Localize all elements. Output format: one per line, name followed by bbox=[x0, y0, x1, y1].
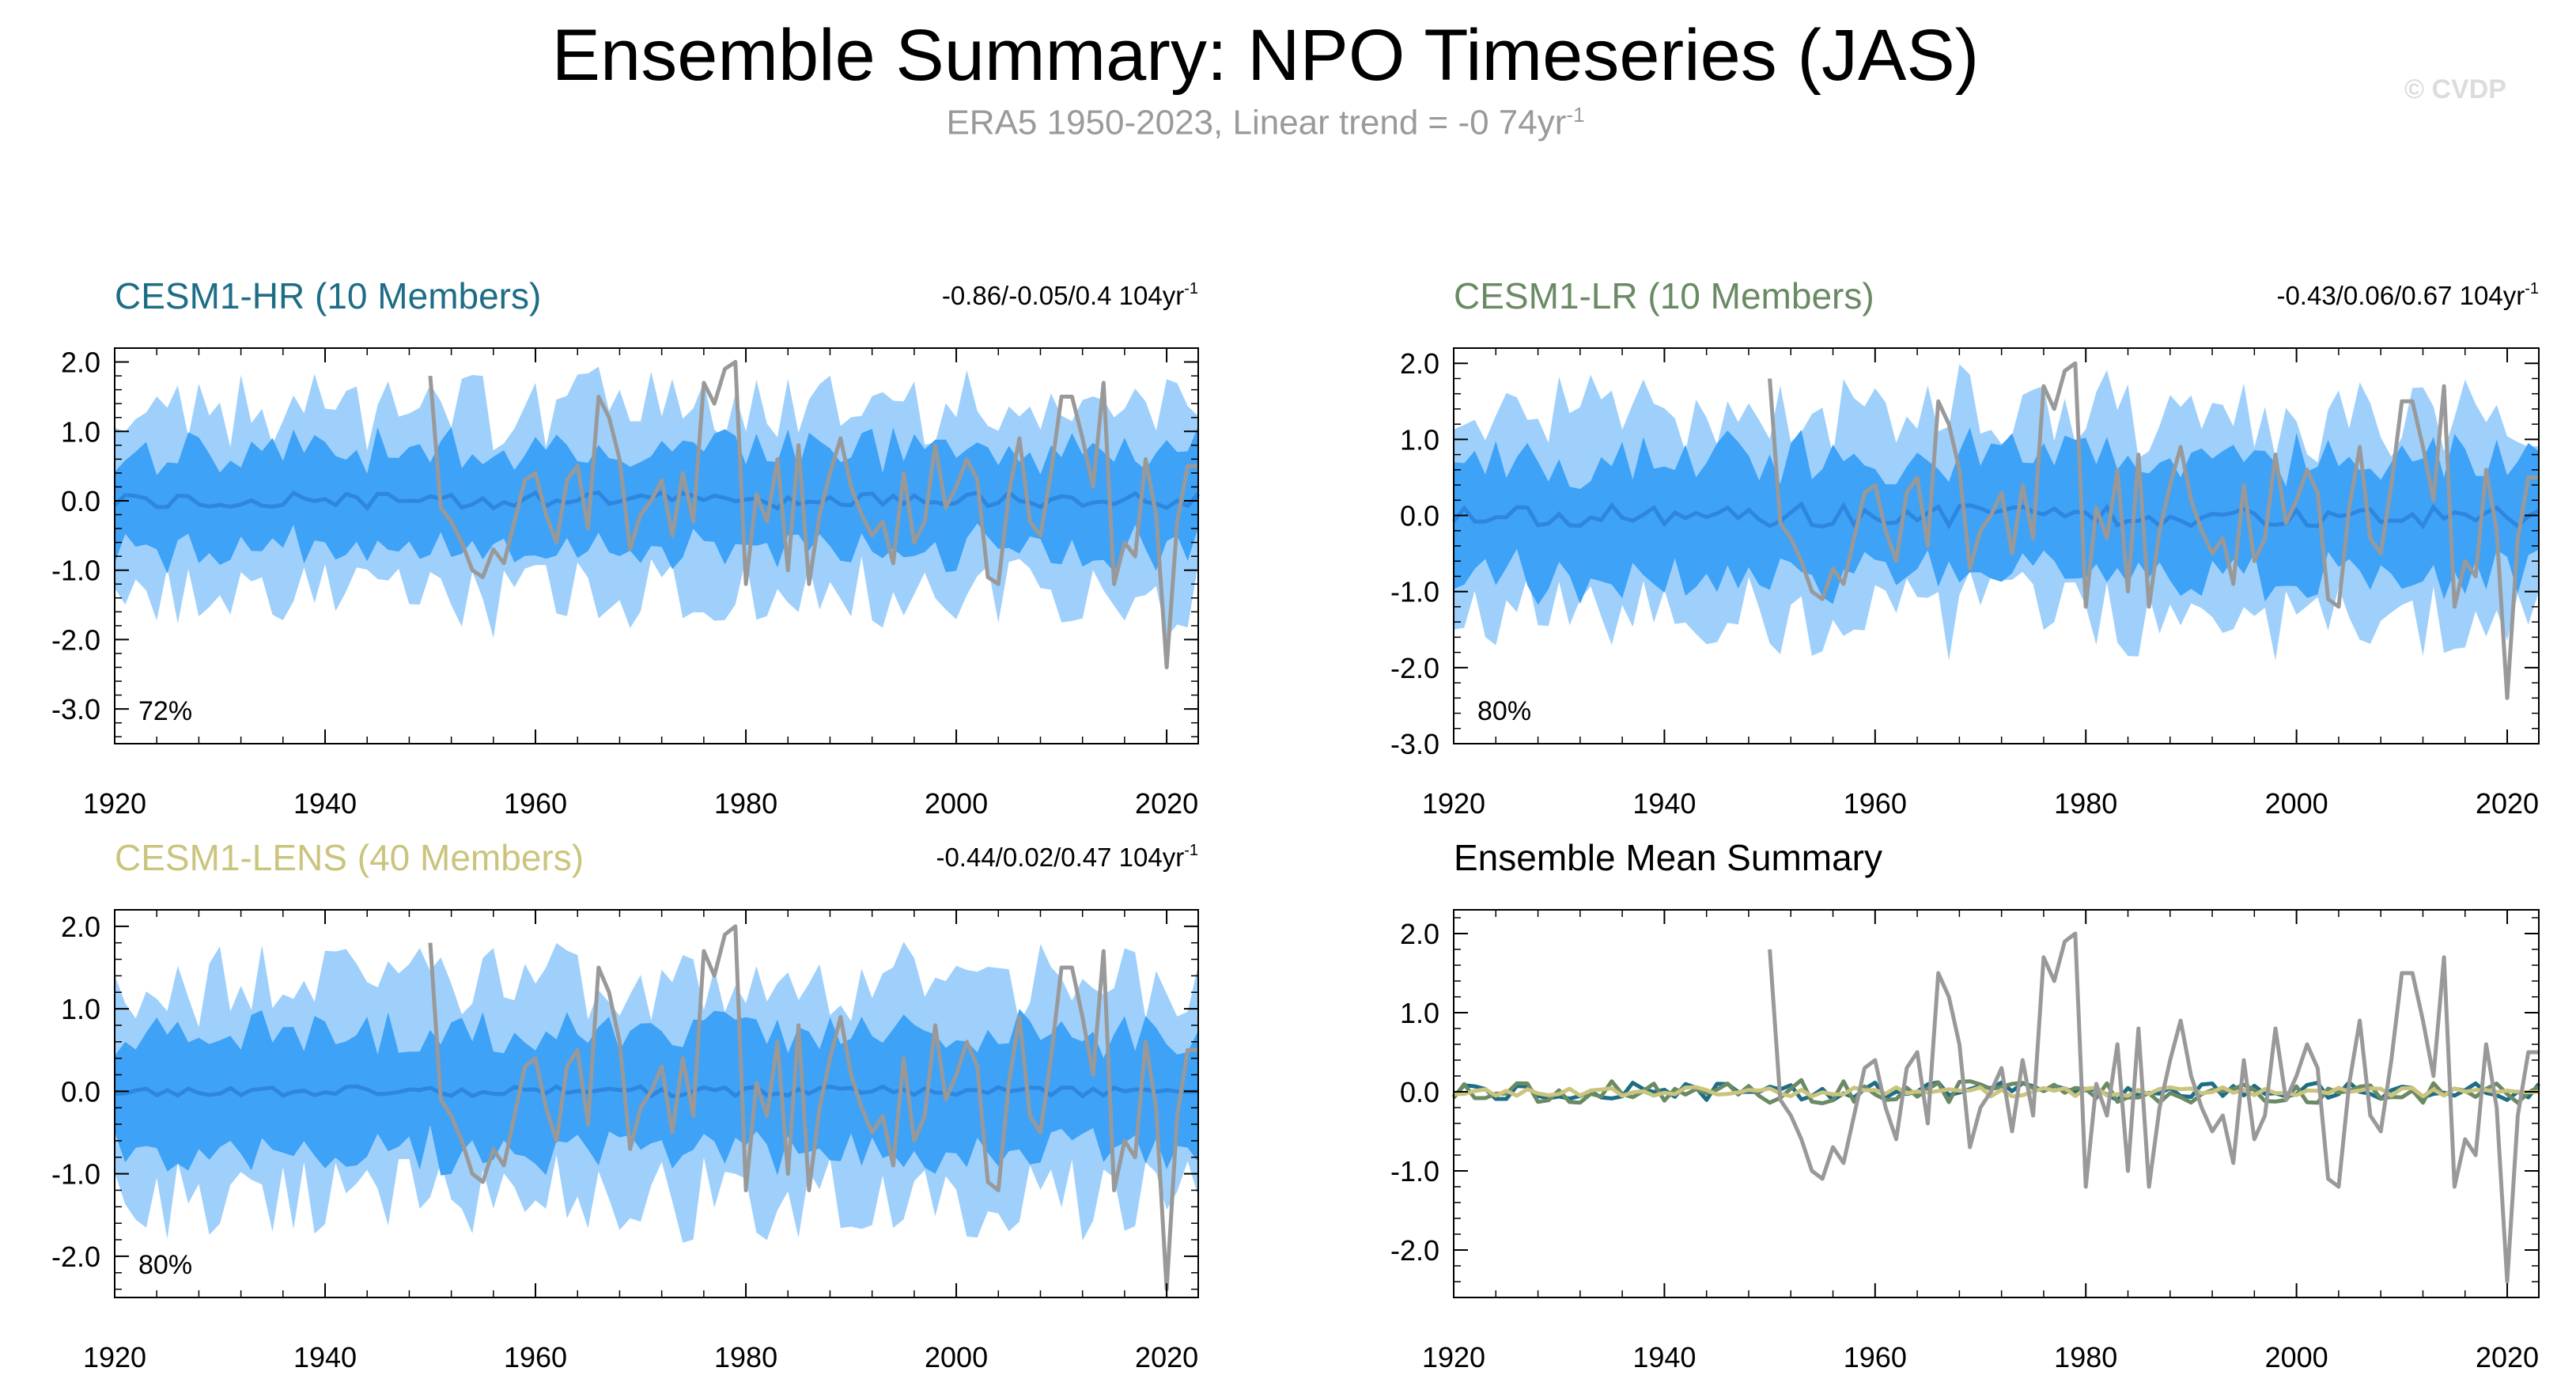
lr-xtick-label: 2000 bbox=[2265, 787, 2328, 820]
hr-xtick-label: 1960 bbox=[504, 787, 567, 820]
lr-ytick-label: 2.0 bbox=[1400, 347, 1439, 380]
lr-xtick-label: 1960 bbox=[1844, 787, 1907, 820]
cvdp-watermark: © CVDP bbox=[2404, 74, 2506, 104]
lr-ensemble-mean-line bbox=[1452, 501, 2540, 530]
lr-percent-label: 80% bbox=[1477, 696, 1531, 726]
hr-plot-frame bbox=[114, 347, 1199, 744]
hr-xtick-label: 1940 bbox=[293, 787, 357, 820]
hr-percent-label: 72% bbox=[138, 696, 192, 726]
lr-axes: 2.0 1.0 0.0 -1.0 -2.0 -3.0 1920 1940 1960 1980 200… bbox=[1390, 347, 2540, 820]
lr-xtick-label: 1920 bbox=[1422, 787, 1485, 820]
summary-xtick-label: 2020 bbox=[2476, 1341, 2539, 1373]
lr-trend-stats: -0.43/0.06/0.67 104yr-1 bbox=[2276, 280, 2539, 310]
lens-ytick-label: 1.0 bbox=[61, 993, 100, 1025]
chart-subtitle: ERA5 1950-2023, Linear trend = -0 74yr-1 bbox=[946, 103, 1585, 142]
summary-ytick-label: 0.0 bbox=[1400, 1076, 1439, 1108]
summary-lens-line bbox=[1453, 1085, 2540, 1099]
hr-ensemble-mean-line bbox=[113, 490, 1200, 511]
hr-ytick-label: -1.0 bbox=[51, 555, 100, 587]
hr-xtick-label: 2020 bbox=[1135, 787, 1198, 820]
hr-obs-line bbox=[428, 360, 1198, 669]
summary-xtick-label: 1920 bbox=[1422, 1341, 1485, 1373]
summary-xtick-label: 1960 bbox=[1844, 1341, 1907, 1373]
lens-axes: 2.0 1.0 0.0 -1.0 -2.0 1920 1940 1960 1980 2000 202… bbox=[51, 909, 1199, 1373]
summary-xtick-label: 1980 bbox=[2054, 1341, 2117, 1373]
summary-ytick-label: 2.0 bbox=[1400, 918, 1439, 950]
hr-inner-band bbox=[115, 426, 1198, 574]
lr-obs-line bbox=[1768, 361, 2539, 700]
hr-panel-title: CESM1-HR (10 Members) bbox=[115, 275, 541, 316]
lens-xtick-label: 1920 bbox=[83, 1341, 146, 1373]
summary-ytick-label: 1.0 bbox=[1400, 997, 1439, 1029]
hr-trend-stats: -0.86/-0.05/0.4 104yr-1 bbox=[942, 280, 1198, 310]
lens-obs-line bbox=[428, 924, 1198, 1292]
lr-ytick-label: -2.0 bbox=[1390, 652, 1439, 684]
lens-trend-stats: -0.44/0.02/0.47 104yr-1 bbox=[936, 842, 1198, 872]
lr-ytick-label: 1.0 bbox=[1400, 423, 1439, 456]
summary-axes: 2.0 1.0 0.0 -1.0 -2.0 1920 1940 1960 1980 2000 202… bbox=[1390, 909, 2540, 1373]
lr-xtick-label: 1940 bbox=[1632, 787, 1696, 820]
lens-xtick-label: 1960 bbox=[504, 1341, 567, 1373]
lr-xtick-label: 1980 bbox=[2054, 787, 2117, 820]
lr-ytick-label: 0.0 bbox=[1400, 500, 1439, 532]
hr-ytick-label: 0.0 bbox=[61, 485, 100, 517]
chart-title: Ensemble Summary: NPO Timeseries (JAS) bbox=[551, 15, 1980, 96]
hr-axes: 2.0 1.0 0.0 -1.0 -2.0 -3.0 1920 1940 1960 1980 200… bbox=[51, 347, 1199, 820]
hr-ytick-label: -2.0 bbox=[51, 623, 100, 656]
lr-ytick-label: -3.0 bbox=[1390, 728, 1439, 760]
lens-ytick-label: 2.0 bbox=[61, 911, 100, 943]
summary-xtick-label: 2000 bbox=[2265, 1341, 2328, 1373]
lens-xtick-label: 1940 bbox=[293, 1341, 357, 1373]
lens-plot-frame bbox=[114, 909, 1199, 1298]
summary-ytick-label: -1.0 bbox=[1390, 1155, 1439, 1188]
lr-panel-title: CESM1-LR (10 Members) bbox=[1454, 275, 1874, 316]
lens-ytick-label: 0.0 bbox=[61, 1075, 100, 1108]
lens-percent-label: 80% bbox=[138, 1250, 192, 1280]
lens-ytick-label: -1.0 bbox=[51, 1158, 100, 1191]
lr-inner-band bbox=[1454, 427, 2539, 605]
hr-ytick-label: 2.0 bbox=[61, 347, 100, 379]
summary-ytick-label: -2.0 bbox=[1390, 1234, 1439, 1267]
lr-xtick-label: 2020 bbox=[2476, 787, 2539, 820]
lens-ytick-label: -2.0 bbox=[51, 1241, 100, 1273]
summary-obs-line bbox=[1768, 931, 2539, 1284]
hr-xtick-label: 2000 bbox=[925, 787, 988, 820]
lens-xtick-label: 1980 bbox=[714, 1341, 777, 1373]
lens-panel-title: CESM1-LENS (40 Members) bbox=[115, 837, 584, 878]
lens-xtick-label: 2020 bbox=[1135, 1341, 1198, 1373]
summary-xtick-label: 1940 bbox=[1632, 1341, 1696, 1373]
lens-ensemble-mean-line bbox=[114, 1084, 1199, 1099]
hr-ytick-label: -3.0 bbox=[51, 693, 100, 725]
hr-ytick-label: 1.0 bbox=[61, 415, 100, 448]
summary-plot-frame bbox=[1453, 909, 2540, 1298]
hr-xtick-label: 1920 bbox=[83, 787, 146, 820]
hr-xtick-label: 1980 bbox=[714, 787, 777, 820]
lens-xtick-label: 2000 bbox=[925, 1341, 988, 1373]
lr-ytick-label: -1.0 bbox=[1390, 576, 1439, 608]
summary-panel-title: Ensemble Mean Summary bbox=[1454, 837, 1882, 878]
summary-lr-line bbox=[1452, 1078, 2540, 1105]
